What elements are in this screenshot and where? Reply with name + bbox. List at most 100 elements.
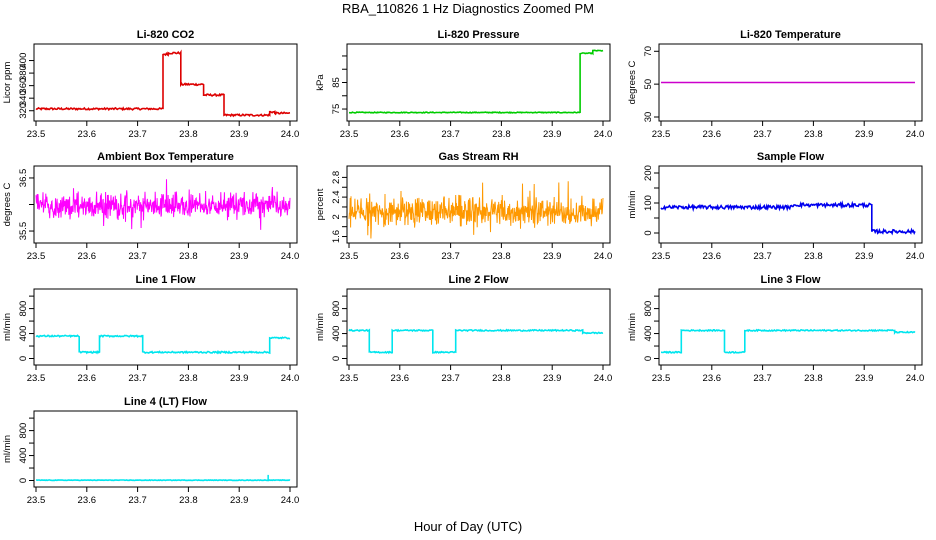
x-tick-label: 23.6 bbox=[78, 373, 97, 384]
y-axis-label: percent bbox=[315, 188, 326, 220]
panel-2: Li-820 Pressure 23.5 23.6 23.7 23.8 23.9 24.0 7… bbox=[315, 29, 612, 140]
x-tick-label: 23.8 bbox=[492, 129, 511, 140]
x-tick-label: 23.9 bbox=[230, 495, 249, 506]
x-tick-label: 23.7 bbox=[128, 251, 147, 262]
y-axis-label: Licor ppm bbox=[2, 62, 13, 104]
series-line bbox=[348, 181, 604, 239]
panel-8: Line 2 Flow 23.5 23.6 23.7 23.8 23.9 24.0 0 400 8… bbox=[315, 274, 612, 384]
y-tick-label: 800 bbox=[331, 301, 342, 317]
x-tick-label: 24.0 bbox=[594, 373, 613, 384]
y-tick-label: 800 bbox=[18, 301, 29, 317]
figure-title: RBA_110826 1 Hz Diagnostics Zoomed PM bbox=[342, 1, 594, 16]
y-tick-label: 400 bbox=[331, 326, 342, 342]
x-tick-label: 23.8 bbox=[804, 251, 823, 262]
x-tick-label: 23.7 bbox=[753, 129, 772, 140]
x-tick-label: 23.6 bbox=[78, 251, 97, 262]
y-tick-label: 2 bbox=[331, 214, 342, 219]
y-tick-label: 200 bbox=[643, 165, 654, 181]
y-tick-label: 2.8 bbox=[331, 171, 342, 184]
y-tick-label: 70 bbox=[643, 46, 654, 57]
y-axis-label: ml/min bbox=[315, 313, 326, 341]
x-tick-label: 23.7 bbox=[441, 251, 460, 262]
y-tick-label: 400 bbox=[18, 448, 29, 464]
x-tick-label: 23.5 bbox=[340, 251, 359, 262]
figure-xlabel: Hour of Day (UTC) bbox=[414, 519, 522, 534]
y-axis-label: kPa bbox=[315, 74, 326, 91]
x-tick-label: 24.0 bbox=[594, 251, 613, 262]
x-tick-label: 23.5 bbox=[652, 373, 671, 384]
y-tick-label: 0 bbox=[331, 356, 342, 361]
panel-10: Line 4 (LT) Flow 23.5 23.6 23.7 23.8 23.9 24.0… bbox=[2, 396, 299, 506]
series-line bbox=[661, 328, 916, 354]
x-tick-label: 23.9 bbox=[855, 373, 874, 384]
y-tick-label: 400 bbox=[643, 326, 654, 342]
y-tick-label: 1.6 bbox=[331, 230, 342, 243]
panel-title: Gas Stream RH bbox=[438, 151, 518, 163]
series-line bbox=[35, 179, 291, 230]
x-tick-label: 23.5 bbox=[652, 129, 671, 140]
panel-title: Li-820 Temperature bbox=[740, 29, 841, 41]
x-tick-label: 23.6 bbox=[703, 129, 722, 140]
y-tick-label: 800 bbox=[18, 423, 29, 439]
x-tick-label: 23.8 bbox=[804, 129, 823, 140]
y-axis-label: ml/min bbox=[627, 191, 638, 219]
x-tick-label: 23.9 bbox=[855, 251, 874, 262]
panel-4: Ambient Box Temperature 23.5 23.6 23.7 23.8 2… bbox=[2, 151, 299, 262]
y-tick-label: 50 bbox=[643, 79, 654, 90]
x-tick-label: 24.0 bbox=[281, 129, 300, 140]
y-axis-label: degrees C bbox=[627, 60, 638, 104]
y-tick-label: 30 bbox=[643, 112, 654, 123]
y-tick-label: 0 bbox=[643, 356, 654, 361]
x-tick-label: 23.9 bbox=[230, 251, 249, 262]
x-tick-label: 24.0 bbox=[906, 251, 925, 262]
y-axis-label: degrees C bbox=[2, 182, 13, 226]
y-tick-label: 0 bbox=[18, 478, 29, 483]
x-tick-label: 23.9 bbox=[543, 373, 562, 384]
x-tick-label: 23.7 bbox=[753, 251, 772, 262]
x-tick-label: 23.5 bbox=[27, 129, 46, 140]
x-tick-label: 23.7 bbox=[128, 373, 147, 384]
x-tick-label: 24.0 bbox=[906, 373, 925, 384]
y-tick-label: 360 bbox=[18, 78, 29, 94]
x-tick-label: 23.5 bbox=[27, 373, 46, 384]
x-tick-label: 23.6 bbox=[78, 129, 97, 140]
y-tick-label: 340 bbox=[18, 90, 29, 106]
series-line bbox=[660, 200, 916, 236]
x-tick-label: 23.5 bbox=[340, 129, 359, 140]
x-tick-label: 23.8 bbox=[179, 495, 198, 506]
panel-title: Line 4 (LT) Flow bbox=[124, 396, 207, 408]
x-tick-label: 23.5 bbox=[340, 373, 359, 384]
panels-group: Li-820 CO2 23.5 23.6 23.7 23.8 23.9 24.0 320340… bbox=[2, 29, 924, 506]
y-tick-label: 320 bbox=[18, 103, 29, 119]
series-line bbox=[349, 49, 604, 114]
x-tick-label: 23.9 bbox=[543, 251, 562, 262]
series-line bbox=[348, 328, 604, 355]
x-tick-label: 23.6 bbox=[391, 373, 410, 384]
panel-title: Line 1 Flow bbox=[136, 274, 196, 286]
panel-title: Ambient Box Temperature bbox=[97, 151, 234, 163]
y-tick-label: 2.4 bbox=[331, 190, 342, 203]
y-tick-label: 800 bbox=[643, 301, 654, 317]
panel-3: Li-820 Temperature 23.5 23.6 23.7 23.8 23.9 24… bbox=[627, 29, 924, 140]
y-axis-label: ml/min bbox=[2, 313, 13, 341]
x-tick-label: 23.9 bbox=[230, 373, 249, 384]
y-tick-label: 0 bbox=[18, 356, 29, 361]
series-line bbox=[35, 49, 291, 118]
x-tick-label: 24.0 bbox=[281, 251, 300, 262]
panel-9: Line 3 Flow 23.5 23.6 23.7 23.8 23.9 24.0 0 400 8… bbox=[627, 274, 924, 384]
y-tick-label: 85 bbox=[331, 77, 342, 88]
y-axis-label: ml/min bbox=[627, 313, 638, 341]
panel-title: Li-820 CO2 bbox=[137, 29, 194, 41]
panel-5: Gas Stream RH 23.5 23.6 23.7 23.8 23.9 24.0 1.6… bbox=[315, 151, 612, 262]
x-tick-label: 24.0 bbox=[906, 129, 925, 140]
y-axis-label: ml/min bbox=[2, 435, 13, 463]
x-tick-label: 23.7 bbox=[441, 373, 460, 384]
x-tick-label: 23.9 bbox=[230, 129, 249, 140]
x-tick-label: 23.8 bbox=[492, 373, 511, 384]
panel-title: Li-820 Pressure bbox=[438, 29, 520, 41]
panel-1: Li-820 CO2 23.5 23.6 23.7 23.8 23.9 24.0 320340… bbox=[2, 29, 299, 140]
x-tick-label: 24.0 bbox=[281, 373, 300, 384]
series-line bbox=[36, 478, 291, 482]
